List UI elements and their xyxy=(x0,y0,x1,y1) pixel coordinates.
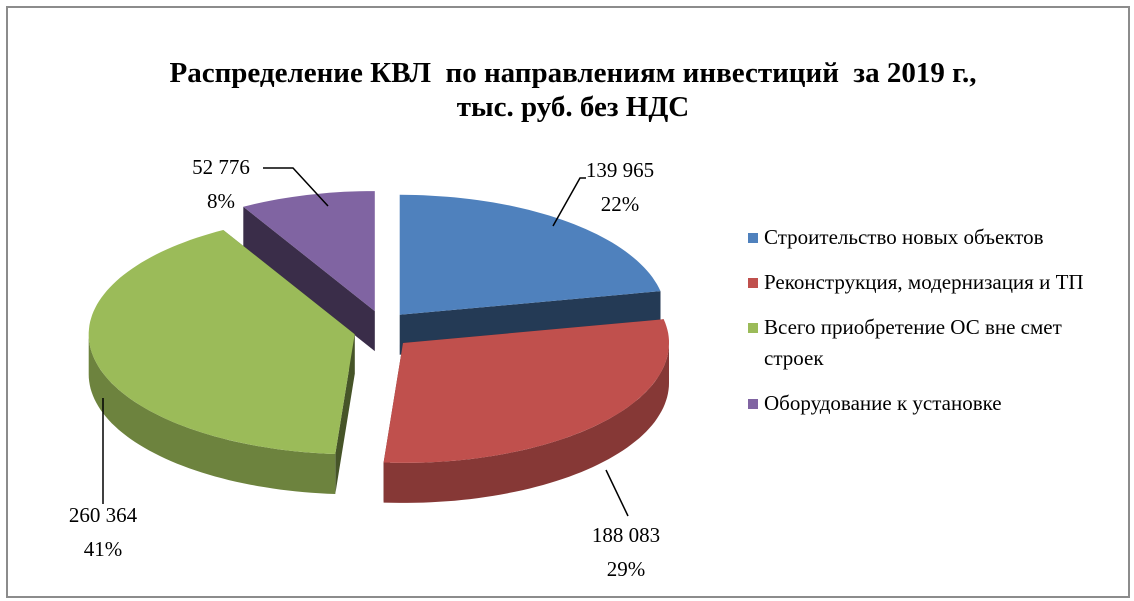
legend-label: Реконструкция, модернизация и ТП xyxy=(764,270,1084,294)
plot: 139 965 22% 188 083 29% 260 364 41% 52 776 8% xyxy=(69,155,669,581)
data-label: 188 083 xyxy=(592,523,660,547)
legend-swatch xyxy=(748,399,758,409)
legend-swatch xyxy=(748,233,758,243)
chart: 139 965 22% 188 083 29% 260 364 41% 52 776 8% Р… xyxy=(6,6,1130,598)
legend-item: Всего приобретение ОС вне смет строек xyxy=(748,312,1128,374)
legend-label: Всего приобретение ОС вне смет строек xyxy=(764,315,1062,370)
slice xyxy=(88,230,355,494)
chart-title: Распределение КВЛ по направлениям инвест… xyxy=(169,57,984,123)
legend-item: Оборудование к установке xyxy=(748,388,1128,419)
slice-wall xyxy=(383,343,669,503)
slice xyxy=(383,319,669,503)
legend-item: Строительство новых объектов xyxy=(748,222,1128,253)
slice-top xyxy=(88,230,355,454)
slice-side xyxy=(243,206,375,352)
slice-top xyxy=(243,191,375,312)
data-label: 29% xyxy=(607,557,646,581)
legend-label: Строительство новых объектов xyxy=(764,225,1044,249)
legend-item: Реконструкция, модернизация и ТП xyxy=(748,267,1128,298)
data-label: 22% xyxy=(601,192,640,216)
legend-swatch xyxy=(748,323,758,333)
slice xyxy=(243,191,375,352)
slice-wall xyxy=(88,334,336,494)
data-label: 139 965 xyxy=(586,158,654,182)
leader-line xyxy=(552,177,586,227)
leader-line xyxy=(605,469,629,517)
legend-label: Оборудование к установке xyxy=(764,391,1002,415)
slice-top xyxy=(399,194,661,315)
data-label: 8% xyxy=(207,189,235,213)
data-label: 260 364 xyxy=(69,503,138,527)
data-label: 41% xyxy=(84,537,123,561)
legend: Строительство новых объектов Реконструкци… xyxy=(748,222,1128,433)
data-label: 52 776 xyxy=(192,155,250,179)
slice-top xyxy=(383,319,669,463)
slice-side xyxy=(335,334,355,494)
leader-line xyxy=(263,167,329,207)
legend-swatch xyxy=(748,278,758,288)
